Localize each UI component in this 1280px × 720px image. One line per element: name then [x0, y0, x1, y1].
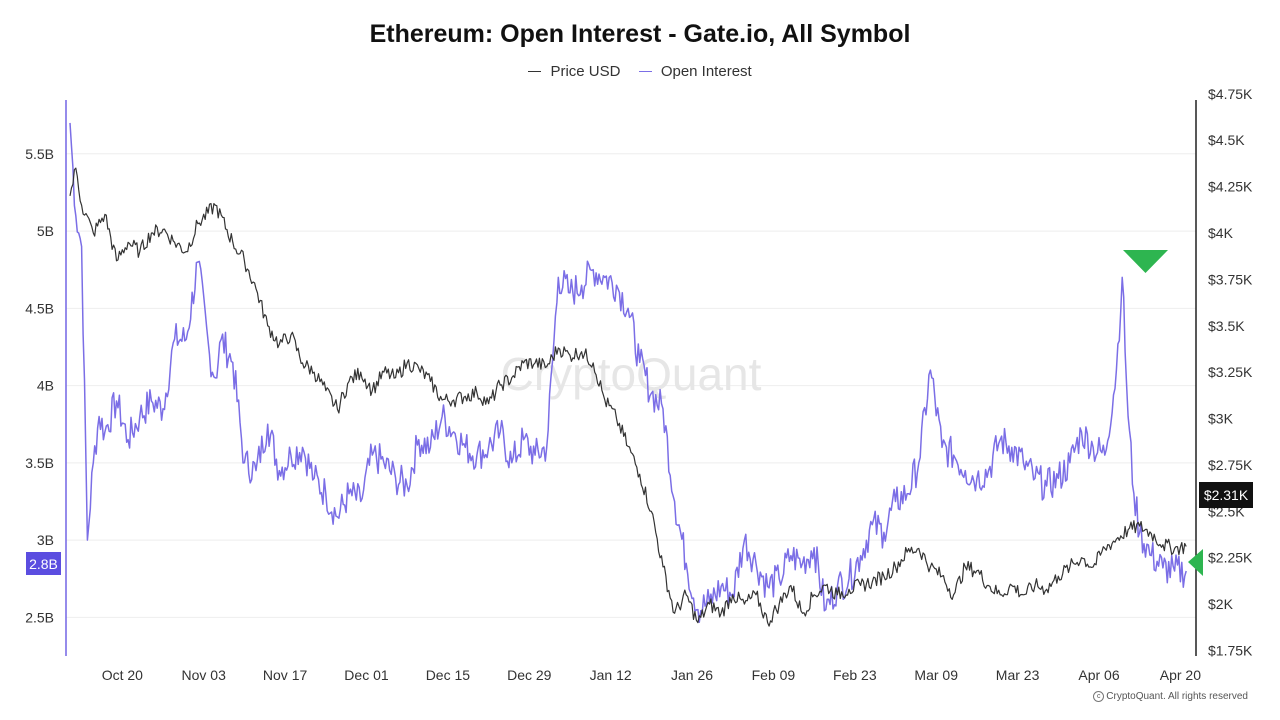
- x-tick-label: Dec 15: [426, 667, 471, 683]
- right-tick-label: $2.25K: [1208, 550, 1253, 566]
- x-tick-label: Mar 09: [914, 667, 958, 683]
- x-tick-label: Dec 01: [344, 667, 389, 683]
- left-tick-label: 4.5B: [25, 300, 54, 316]
- right-tick-label: $3K: [1208, 411, 1234, 427]
- x-tick-label: Mar 23: [996, 667, 1040, 683]
- chart-legend: Price USD Open Interest: [0, 63, 1280, 80]
- legend-label-price: Price USD: [550, 63, 621, 80]
- x-tick-label: Nov 03: [182, 667, 227, 683]
- x-tick-label: Feb 09: [752, 667, 796, 683]
- series-price-usd-line: [69, 167, 1187, 627]
- legend-swatch-price: [528, 70, 542, 72]
- x-tick-label: Nov 17: [263, 667, 308, 683]
- legend-label-open-interest: Open Interest: [660, 63, 752, 80]
- right-tick-label: $3.75K: [1208, 271, 1253, 287]
- x-tick-label: Dec 29: [507, 667, 552, 683]
- left-current-badge-label: 2.8B: [29, 556, 58, 572]
- right-tick-label: $2.75K: [1208, 457, 1253, 473]
- copyright-icon: c: [1093, 691, 1105, 702]
- left-tick-label: 4B: [37, 378, 54, 394]
- right-tick-label: $1.75K: [1208, 642, 1253, 658]
- x-tick-label: Jan 26: [671, 667, 713, 683]
- x-tick-label: Apr 20: [1160, 667, 1201, 683]
- peak-marker-triangle-down: [1123, 250, 1168, 273]
- left-tick-label: 2.5B: [25, 609, 54, 625]
- right-tick-label: $4.5K: [1208, 132, 1245, 148]
- chart-title: Ethereum: Open Interest - Gate.io, All S…: [369, 20, 911, 48]
- x-tick-label: Oct 20: [102, 667, 143, 683]
- legend-item-open-interest[interactable]: Open Interest: [638, 63, 752, 80]
- left-tick-label: 5B: [37, 223, 54, 239]
- right-current-badge: [1199, 482, 1253, 508]
- right-current-badge-label: $2.31K: [1204, 487, 1249, 503]
- right-tick-label: $3.5K: [1208, 318, 1245, 334]
- left-tick-label: 5.5B: [25, 146, 54, 162]
- series-open-interest-line: [69, 122, 1187, 623]
- right-tick-label: $2K: [1208, 596, 1234, 612]
- right-tick-label: $4K: [1208, 225, 1234, 241]
- right-tick-label: $4.25K: [1208, 179, 1253, 195]
- x-tick-label: Apr 06: [1078, 667, 1119, 683]
- right-tick-label: $4.75K: [1208, 86, 1253, 102]
- left-tick-label: 3B: [37, 532, 54, 548]
- legend-item-price[interactable]: Price USD: [528, 63, 620, 80]
- watermark: CryptoQuant: [501, 348, 762, 400]
- credit: c CryptoQuant. All rights reserved: [1093, 691, 1248, 702]
- left-current-badge: [26, 552, 61, 575]
- current-marker-triangle-left: [1188, 549, 1203, 576]
- x-tick-label: Jan 12: [590, 667, 632, 683]
- x-tick-label: Feb 23: [833, 667, 877, 683]
- credit-text: CryptoQuant. All rights reserved: [1106, 691, 1248, 703]
- right-tick-label: $3.25K: [1208, 364, 1253, 380]
- legend-swatch-open-interest: [638, 70, 652, 72]
- left-tick-label: 3.5B: [25, 455, 54, 471]
